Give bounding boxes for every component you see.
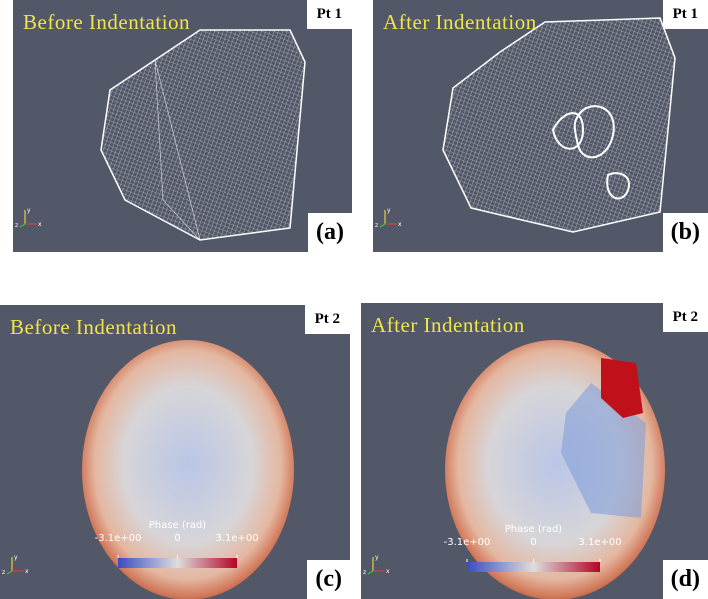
triad-label: x	[38, 221, 42, 228]
triad-label: y	[375, 554, 379, 561]
panel-title: Before Indentation	[23, 10, 190, 35]
triad-label: y	[27, 207, 31, 214]
point-label: Pt 1	[307, 0, 352, 29]
triad-label: z	[2, 569, 5, 576]
colorbar-tick-label: 0	[530, 537, 536, 548]
point-label: Pt 1	[663, 0, 708, 29]
colorbar-tick-label: -3.1e+00	[444, 537, 491, 548]
figure: yxzBefore IndentationPt 1(a) yxzAfter In…	[0, 0, 708, 599]
panel-label: (c)	[307, 560, 350, 599]
triad-label: z	[375, 222, 378, 229]
panel-label: (a)	[308, 213, 352, 252]
triad-axis	[368, 571, 373, 574]
specimen-shape	[443, 18, 675, 232]
colorbar-tick-label: 3.1e+00	[578, 537, 621, 548]
triad-label: x	[25, 568, 29, 575]
triad-axis	[20, 224, 25, 227]
point-label: Pt 2	[305, 305, 350, 334]
point-label: Pt 2	[663, 303, 708, 332]
panel-graphic: yx z	[13, 0, 352, 252]
triad-axis	[380, 224, 385, 227]
panel-graphic: yx z	[361, 303, 708, 599]
panel-title: Before Indentation	[10, 315, 177, 340]
colorbar-tick-label: -3.1e+00	[95, 533, 142, 544]
triad-label: z	[15, 222, 18, 229]
panel-title: After Indentation	[383, 10, 537, 35]
triad-label: x	[398, 221, 402, 228]
triad-label: y	[387, 207, 391, 214]
triad-label: y	[14, 554, 18, 561]
colorbar-tick-label: 3.1e+00	[215, 533, 258, 544]
panel-graphic: yx z	[373, 0, 708, 252]
colorbar-title: Phase (rad)	[505, 524, 562, 535]
triad-axis	[7, 571, 12, 574]
specimen-shape	[101, 30, 305, 240]
panel-label: (b)	[663, 213, 708, 252]
colorbar-tick-label: 0	[174, 533, 180, 544]
triad-label: z	[363, 569, 366, 576]
triad-label: x	[386, 568, 390, 575]
colorbar-title: Phase (rad)	[149, 520, 206, 531]
colorbar	[118, 558, 237, 568]
panel-graphic: yx z	[0, 305, 350, 599]
colorbar	[467, 562, 600, 572]
panel-label: (d)	[663, 560, 708, 599]
panel-title: After Indentation	[371, 313, 525, 338]
